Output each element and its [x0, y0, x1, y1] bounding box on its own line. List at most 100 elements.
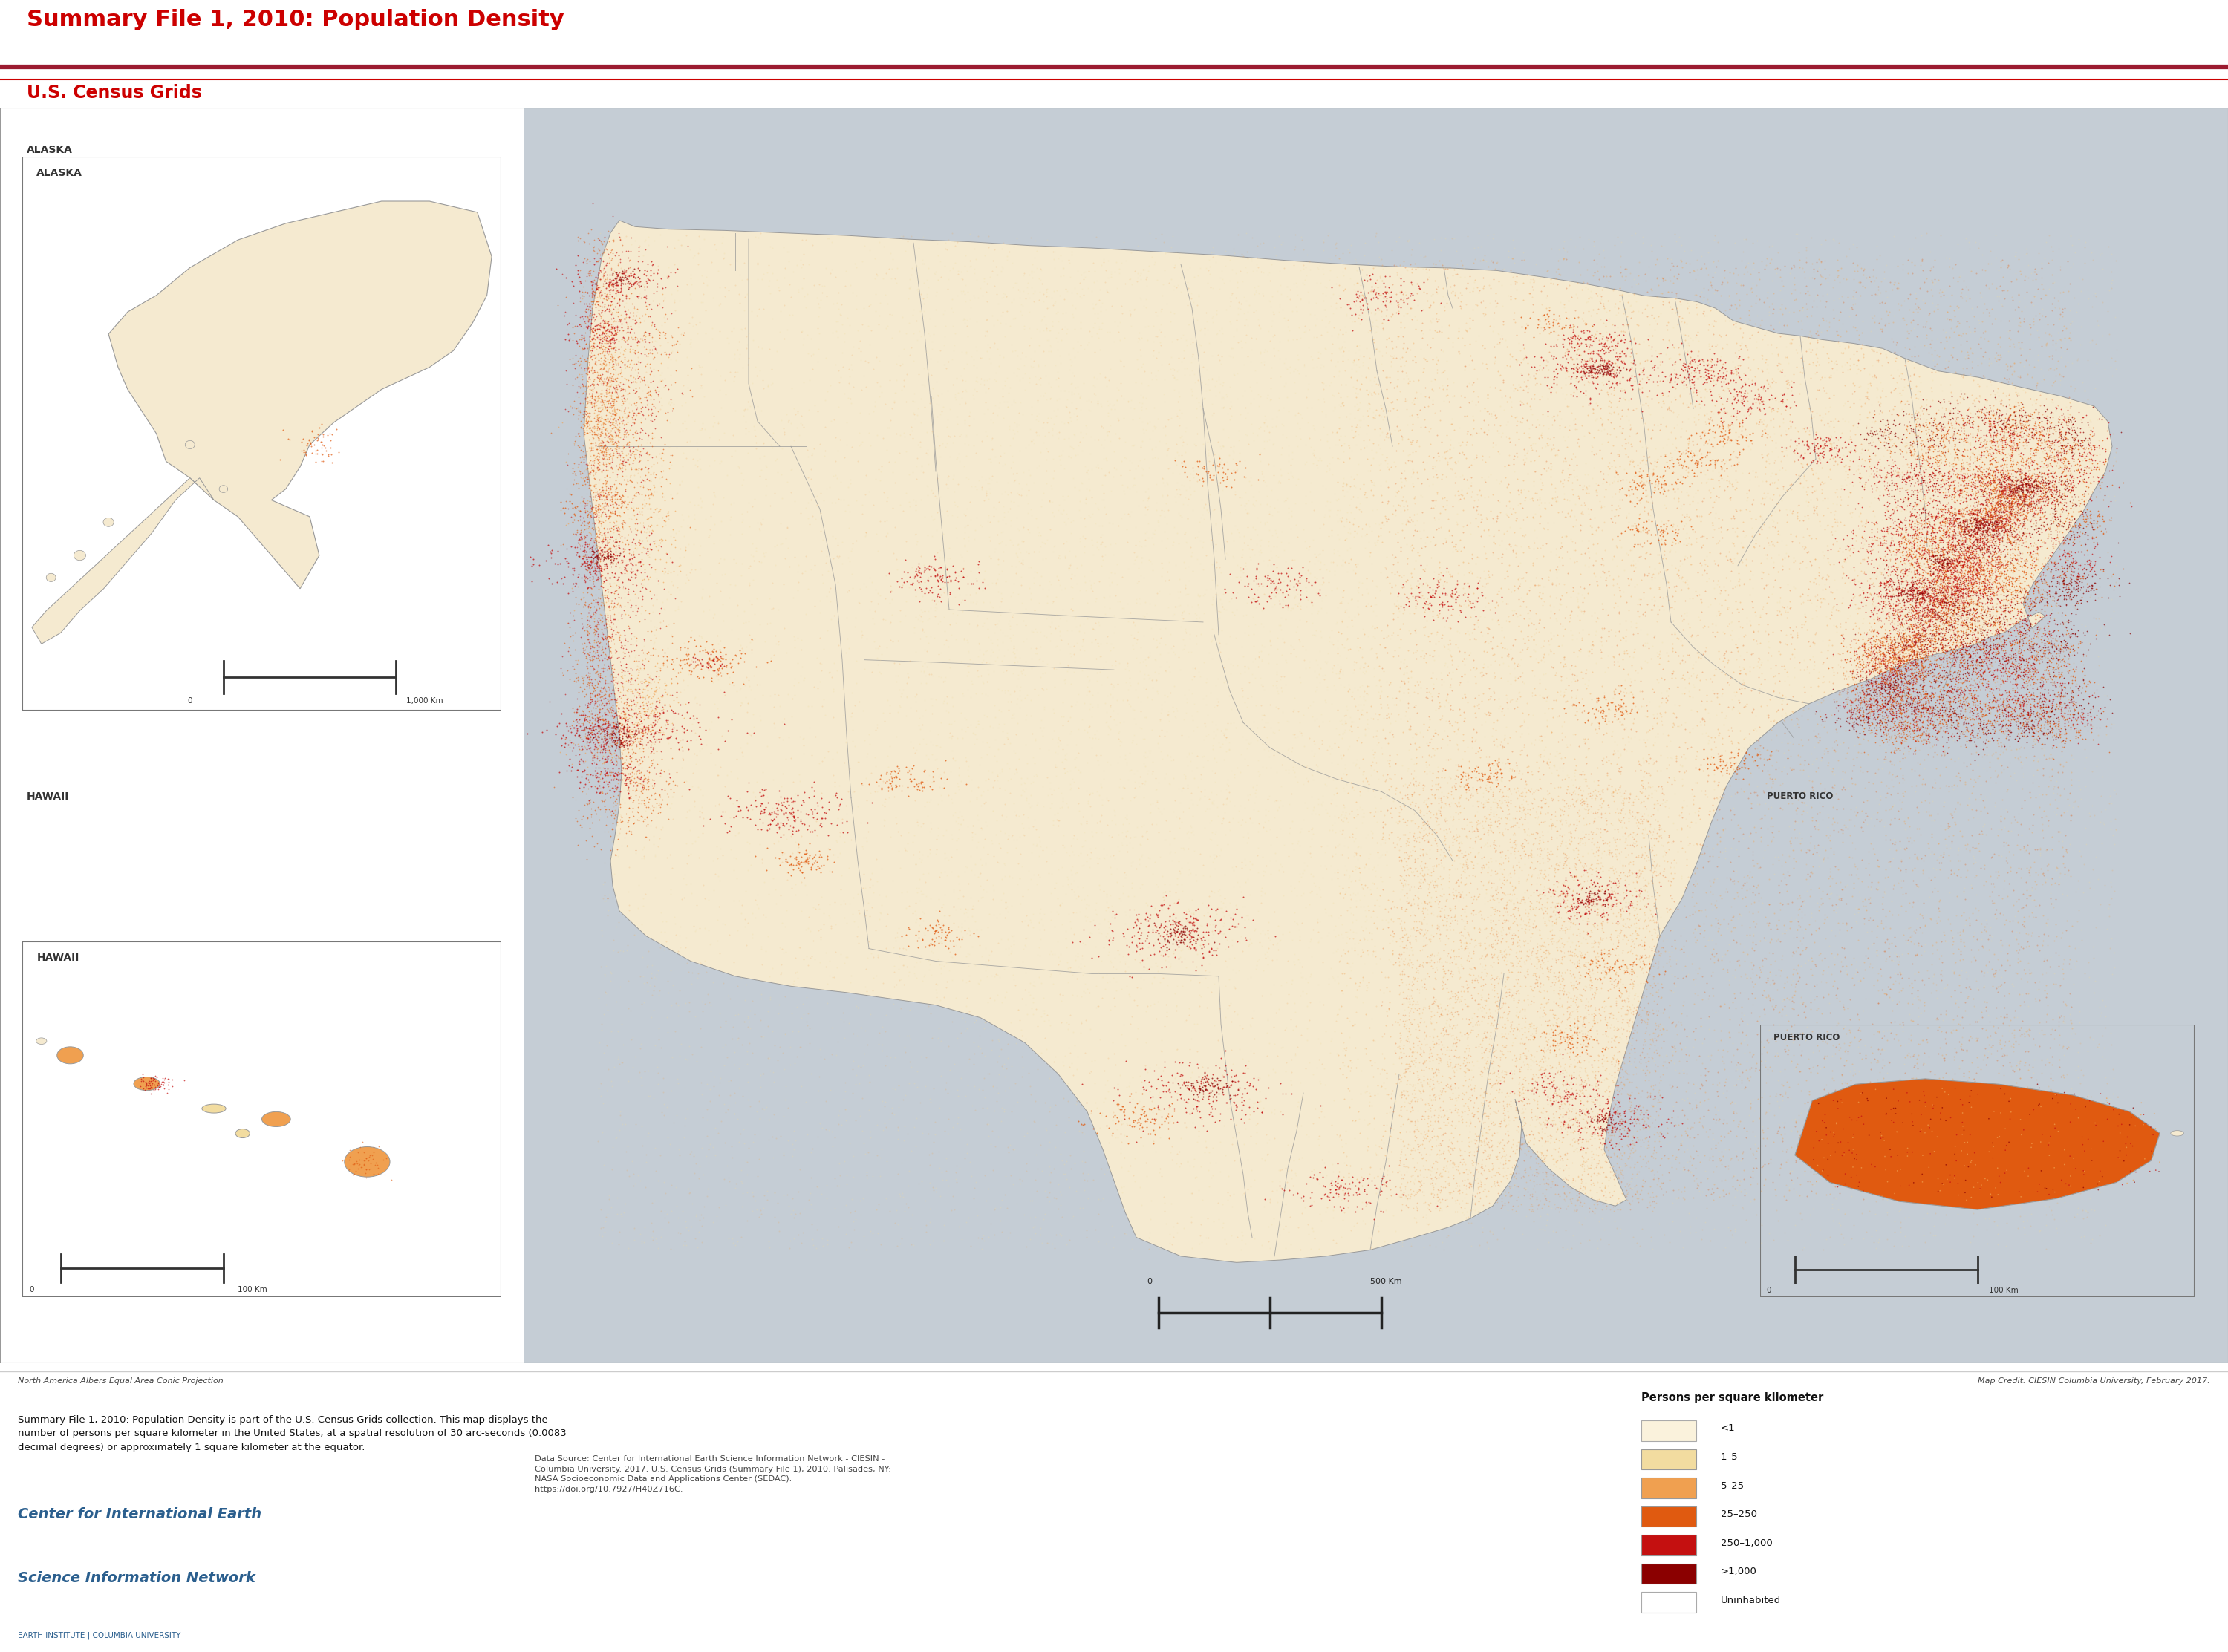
Point — [1874, 666, 1909, 692]
Point — [688, 1143, 724, 1170]
Point — [1985, 666, 2021, 692]
Point — [1531, 349, 1566, 375]
Point — [2041, 717, 2076, 743]
Point — [2003, 651, 2039, 677]
Point — [1760, 957, 1796, 983]
Point — [1384, 294, 1419, 320]
Point — [2027, 486, 2063, 512]
Point — [1535, 1146, 1571, 1173]
Point — [1747, 322, 1782, 349]
Point — [1976, 382, 2012, 408]
Point — [597, 509, 633, 535]
Point — [1413, 294, 1448, 320]
Point — [1392, 1009, 1428, 1036]
Point — [1789, 933, 1825, 960]
Point — [2021, 468, 2056, 494]
Point — [573, 430, 608, 456]
Point — [1898, 654, 1934, 681]
Point — [1733, 743, 1769, 770]
Point — [1185, 1186, 1221, 1213]
Point — [1892, 623, 1927, 649]
Point — [639, 803, 675, 829]
Point — [1170, 269, 1205, 296]
Point — [1921, 585, 1956, 611]
Point — [1851, 430, 1887, 456]
Point — [1595, 544, 1631, 570]
Point — [1664, 309, 1700, 335]
Point — [1604, 1161, 1640, 1188]
Point — [2123, 1090, 2159, 1117]
Point — [680, 704, 715, 730]
Point — [1473, 628, 1508, 654]
Point — [1985, 506, 2021, 532]
Point — [1147, 1198, 1183, 1224]
Point — [1999, 831, 2034, 857]
Point — [651, 390, 686, 416]
Point — [1696, 524, 1731, 550]
Point — [820, 438, 856, 464]
Point — [1299, 757, 1335, 783]
Point — [1950, 963, 1985, 990]
Point — [1974, 552, 2010, 578]
Point — [1027, 623, 1063, 649]
Point — [1987, 616, 2023, 643]
Point — [1994, 411, 2030, 438]
Point — [2007, 482, 2043, 509]
Point — [1083, 297, 1118, 324]
Point — [1976, 413, 2012, 439]
Point — [1089, 319, 1125, 345]
Point — [1491, 981, 1526, 1008]
Point — [1800, 816, 1836, 843]
Point — [1736, 852, 1771, 879]
Point — [1898, 694, 1934, 720]
Point — [1938, 461, 1974, 487]
Point — [1303, 370, 1339, 396]
Point — [1526, 945, 1562, 971]
Point — [1421, 317, 1457, 344]
Point — [1970, 654, 2005, 681]
Point — [637, 707, 673, 733]
Point — [1595, 971, 1631, 998]
Point — [791, 714, 827, 740]
Point — [1978, 631, 2014, 657]
Point — [582, 771, 617, 798]
Point — [1736, 1097, 1771, 1123]
Point — [1967, 532, 2003, 558]
Point — [590, 319, 626, 345]
Point — [573, 689, 608, 715]
Point — [671, 843, 706, 869]
Point — [711, 585, 746, 611]
Point — [1410, 686, 1446, 712]
Point — [1905, 534, 1941, 560]
Point — [1466, 884, 1502, 910]
Point — [1867, 669, 1903, 695]
Point — [1965, 719, 2001, 745]
Point — [639, 565, 675, 591]
Point — [1176, 1077, 1212, 1104]
Point — [1952, 588, 1987, 615]
Point — [1346, 876, 1381, 902]
Point — [1602, 385, 1638, 411]
Point — [561, 530, 597, 557]
Point — [1332, 365, 1368, 392]
Point — [1921, 565, 1956, 591]
Point — [1484, 795, 1519, 821]
Point — [1020, 287, 1056, 314]
Point — [1524, 943, 1560, 970]
Point — [1586, 682, 1622, 709]
Point — [1508, 753, 1544, 780]
Point — [1573, 1123, 1609, 1150]
Point — [976, 1156, 1012, 1183]
Point — [1938, 580, 1974, 606]
Point — [662, 727, 697, 753]
Point — [648, 339, 684, 365]
Point — [2001, 482, 2036, 509]
Point — [2014, 520, 2050, 547]
Point — [1889, 702, 1925, 729]
Point — [802, 669, 838, 695]
Point — [1927, 482, 1963, 509]
Point — [1889, 717, 1925, 743]
Point — [987, 806, 1023, 833]
Point — [570, 352, 606, 378]
Point — [573, 544, 608, 570]
